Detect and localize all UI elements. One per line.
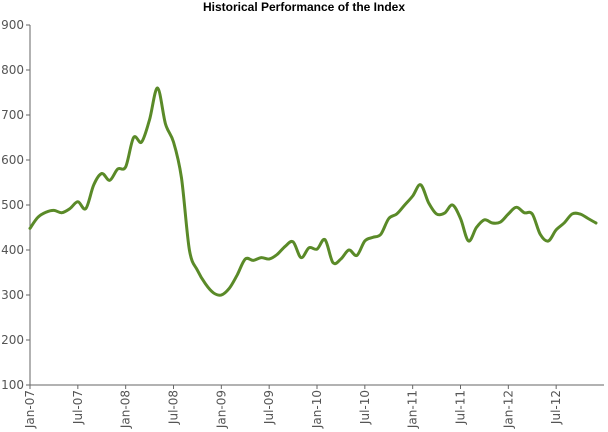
x-tick-label: Jul-09 xyxy=(262,390,276,425)
axes xyxy=(29,25,604,386)
x-tick-label: Jul-10 xyxy=(358,390,372,425)
x-tick-label: Jan-12 xyxy=(501,390,515,429)
y-tick-label: 600 xyxy=(1,153,24,167)
x-tick-label: Jul-08 xyxy=(167,390,181,425)
series-line xyxy=(28,86,598,297)
x-axis-ticks: Jan-07 Jul-07 Jan-08 Jul-08 Jan-09 Jul-09 Jan-… xyxy=(23,385,563,429)
x-tick-label: Jan-07 xyxy=(23,390,37,429)
y-tick-label: 700 xyxy=(1,108,24,122)
y-tick-label: 900 xyxy=(1,18,24,32)
y-tick-label: 500 xyxy=(1,198,24,212)
y-tick-label: 400 xyxy=(1,243,24,257)
x-tick-label: Jan-08 xyxy=(119,390,133,429)
series-layer xyxy=(28,86,598,297)
y-tick-label: 300 xyxy=(1,288,24,302)
x-tick-label: Jan-10 xyxy=(310,390,324,429)
chart-title: Historical Performance of the Index xyxy=(202,0,406,14)
x-tick-label: Jul-07 xyxy=(71,390,85,425)
x-tick-label: Jan-09 xyxy=(214,390,228,429)
y-tick-label: 200 xyxy=(1,333,24,347)
y-tick-label: 100 xyxy=(1,378,24,392)
y-tick-label: 800 xyxy=(1,63,24,77)
x-tick-label: Jul-11 xyxy=(454,390,468,425)
x-tick-label: Jan-11 xyxy=(406,390,420,429)
x-tick-label: Jul-12 xyxy=(549,390,563,425)
y-axis-ticks: 100 200 300 400 500 600 700 800 900 xyxy=(1,18,30,392)
